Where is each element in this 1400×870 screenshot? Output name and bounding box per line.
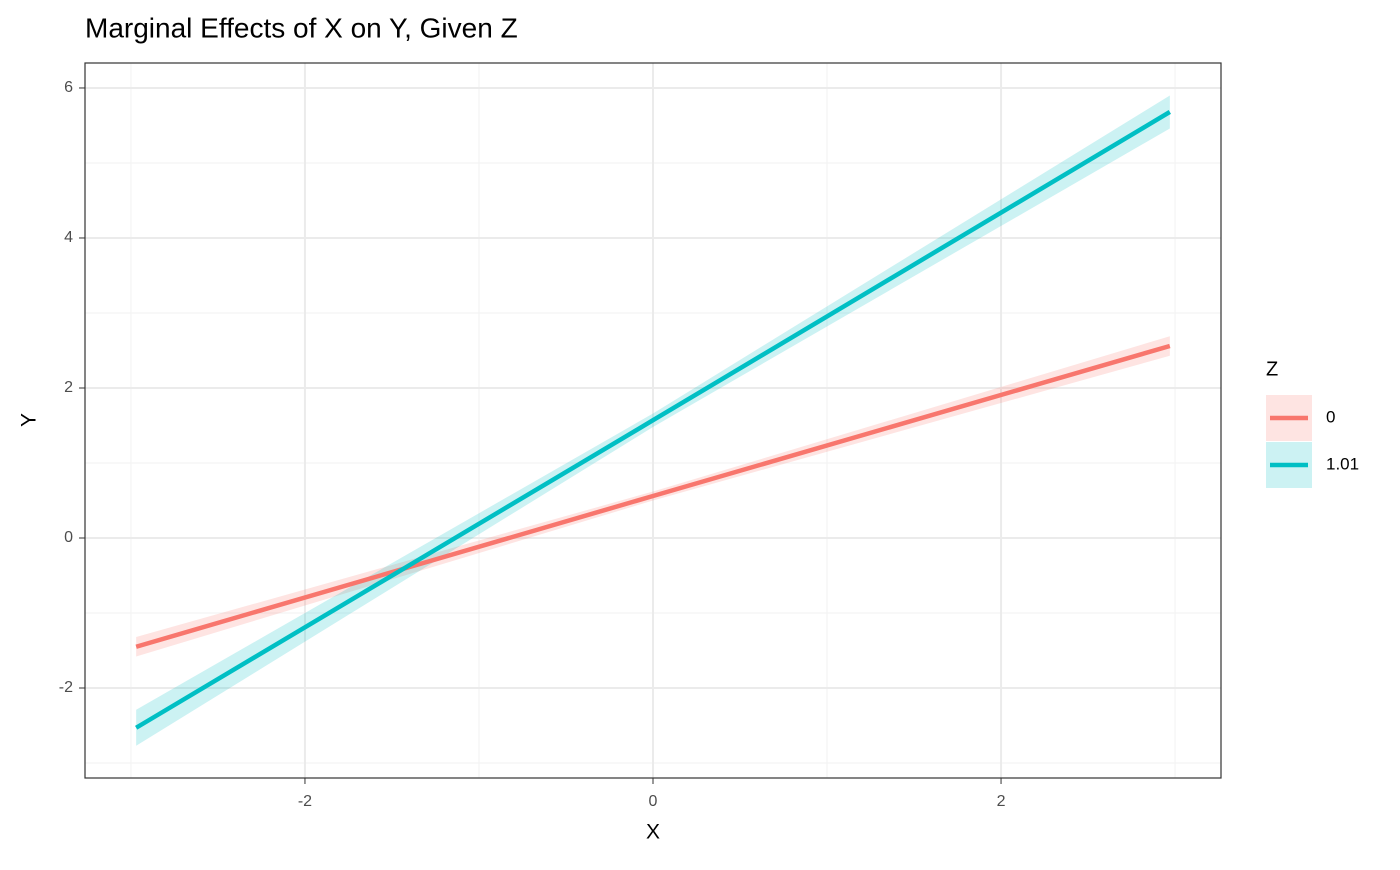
legend-title: Z — [1266, 358, 1278, 380]
legend-label: 0 — [1326, 407, 1335, 426]
grid — [85, 63, 1221, 778]
x-tick-label: -2 — [298, 793, 312, 810]
x-tick-label: 2 — [997, 793, 1006, 810]
y-tick-label: 4 — [64, 229, 73, 246]
y-tick-label: -2 — [59, 679, 73, 696]
line — [135, 110, 1171, 730]
line — [135, 343, 1171, 649]
y-tick-label: 2 — [64, 379, 73, 396]
y-axis-label: Y — [18, 413, 41, 427]
plot-area — [135, 95, 1171, 746]
y-tick-label: 0 — [64, 529, 73, 546]
y-tick-label: 6 — [64, 79, 73, 96]
x-axis-label: X — [646, 821, 660, 844]
chart-title: Marginal Effects of X on Y, Given Z — [85, 12, 518, 43]
legend-label: 1.01 — [1326, 454, 1359, 473]
x-tick-label: 0 — [649, 793, 658, 810]
